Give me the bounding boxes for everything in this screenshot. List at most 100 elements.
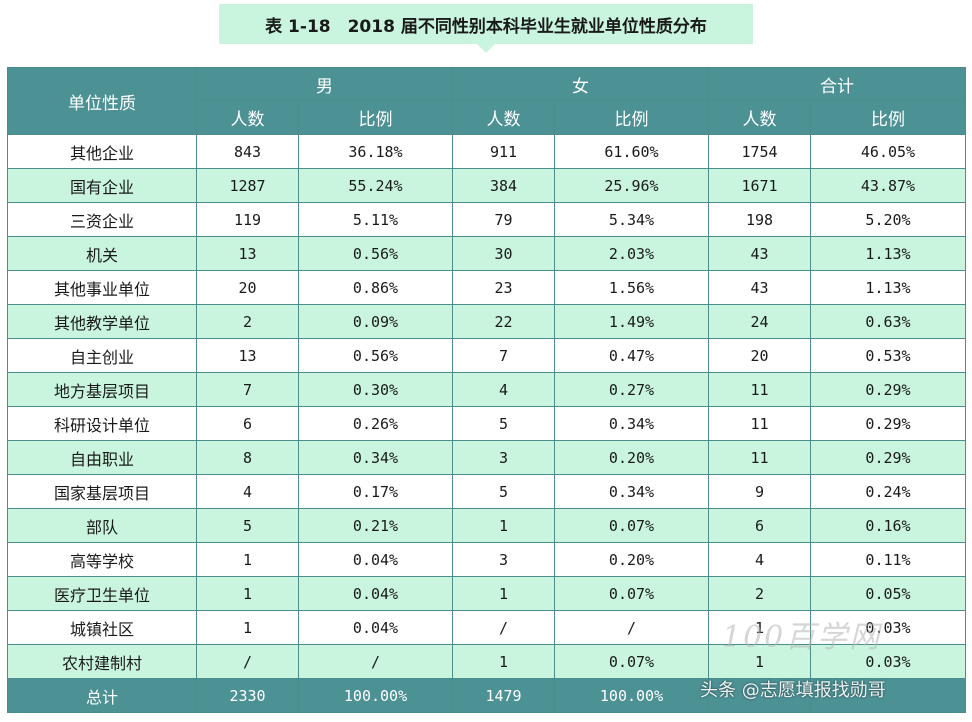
cell-total-ratio: 0.29%: [810, 372, 966, 407]
cell-total-count: 43: [708, 270, 811, 305]
cell-female-count: 1: [452, 508, 555, 543]
cell-total-count: 2: [708, 576, 811, 611]
employment-table: 单位性质 男 女 合计 人数 比例 人数 比例 人数 比例 其他企业 843 36.…: [7, 67, 966, 713]
header-group-total: 合计: [708, 67, 966, 101]
cell-male-ratio: 0.30%: [298, 372, 453, 407]
table-row: 其他事业单位 20 0.86% 23 1.56% 43 1.13%: [7, 270, 966, 305]
cell-female-count: 5: [452, 474, 555, 509]
cell-male-count: 1: [196, 542, 299, 577]
header-ratio: 比例: [554, 100, 709, 135]
cell-male-count: 2: [196, 304, 299, 339]
cell-female-ratio: 1.49%: [554, 304, 709, 339]
total-total-count: [708, 678, 811, 713]
cell-male-ratio: /: [298, 644, 453, 679]
cell-total-count: 11: [708, 440, 811, 475]
cell-unit-type: 部队: [7, 508, 197, 543]
cell-total-ratio: 0.03%: [810, 644, 966, 679]
header-category: 单位性质: [7, 67, 197, 135]
cell-female-ratio: 0.20%: [554, 542, 709, 577]
cell-total-ratio: 0.05%: [810, 576, 966, 611]
cell-total-count: 1: [708, 644, 811, 679]
cell-male-ratio: 0.26%: [298, 406, 453, 441]
cell-total-ratio: 46.05%: [810, 134, 966, 169]
cell-male-ratio: 0.21%: [298, 508, 453, 543]
cell-total-ratio: 5.20%: [810, 202, 966, 237]
header-count: 人数: [452, 100, 555, 135]
cell-female-ratio: 0.07%: [554, 644, 709, 679]
header-count: 人数: [708, 100, 811, 135]
table-row: 自主创业 13 0.56% 7 0.47% 20 0.53%: [7, 338, 966, 373]
total-female-ratio: 100.00%: [554, 678, 709, 713]
header-count: 人数: [196, 100, 299, 135]
cell-female-count: 7: [452, 338, 555, 373]
cell-female-count: /: [452, 610, 555, 645]
total-female-count: 1479: [452, 678, 555, 713]
cell-unit-type: 自由职业: [7, 440, 197, 475]
cell-female-ratio: 25.96%: [554, 168, 709, 203]
cell-male-count: 1: [196, 610, 299, 645]
cell-unit-type: 城镇社区: [7, 610, 197, 645]
total-row: 总计 2330 100.00% 1479 100.00%: [7, 678, 966, 713]
cell-female-ratio: 0.07%: [554, 576, 709, 611]
table-row: 自由职业 8 0.34% 3 0.20% 11 0.29%: [7, 440, 966, 475]
cell-unit-type: 国家基层项目: [7, 474, 197, 509]
total-total-ratio: [810, 678, 966, 713]
cell-female-ratio: 5.34%: [554, 202, 709, 237]
title-pointer: [477, 44, 495, 53]
cell-total-count: 24: [708, 304, 811, 339]
cell-male-ratio: 0.56%: [298, 338, 453, 373]
total-male-count: 2330: [196, 678, 299, 713]
cell-female-count: 4: [452, 372, 555, 407]
cell-male-count: 6: [196, 406, 299, 441]
cell-male-ratio: 5.11%: [298, 202, 453, 237]
cell-male-count: 8: [196, 440, 299, 475]
header-group-male: 男: [196, 67, 453, 101]
cell-male-ratio: 0.09%: [298, 304, 453, 339]
header-group-female: 女: [452, 67, 709, 101]
total-label: 总计: [7, 678, 197, 713]
cell-male-ratio: 0.56%: [298, 236, 453, 271]
cell-unit-type: 自主创业: [7, 338, 197, 373]
cell-total-ratio: 43.87%: [810, 168, 966, 203]
cell-total-ratio: 0.03%: [810, 610, 966, 645]
cell-male-count: 7: [196, 372, 299, 407]
total-male-ratio: 100.00%: [298, 678, 453, 713]
cell-female-count: 3: [452, 542, 555, 577]
cell-female-count: 23: [452, 270, 555, 305]
cell-total-ratio: 0.16%: [810, 508, 966, 543]
cell-female-ratio: 0.34%: [554, 406, 709, 441]
cell-female-ratio: /: [554, 610, 709, 645]
cell-total-ratio: 0.11%: [810, 542, 966, 577]
cell-total-ratio: 0.24%: [810, 474, 966, 509]
cell-male-ratio: 0.86%: [298, 270, 453, 305]
cell-total-ratio: 0.63%: [810, 304, 966, 339]
cell-total-count: 11: [708, 372, 811, 407]
cell-unit-type: 地方基层项目: [7, 372, 197, 407]
table-row: 三资企业 119 5.11% 79 5.34% 198 5.20%: [7, 202, 966, 237]
cell-total-count: 198: [708, 202, 811, 237]
cell-unit-type: 机关: [7, 236, 197, 271]
table-row: 高等学校 1 0.04% 3 0.20% 4 0.11%: [7, 542, 966, 577]
table-body: 其他企业 843 36.18% 911 61.60% 1754 46.05% 国有企业 1287…: [7, 134, 966, 679]
cell-male-ratio: 0.17%: [298, 474, 453, 509]
cell-total-ratio: 0.53%: [810, 338, 966, 373]
cell-total-ratio: 1.13%: [810, 236, 966, 271]
table-row: 部队 5 0.21% 1 0.07% 6 0.16%: [7, 508, 966, 543]
cell-total-ratio: 0.29%: [810, 406, 966, 441]
cell-female-ratio: 0.07%: [554, 508, 709, 543]
table-row: 城镇社区 1 0.04% //1 0.03%: [7, 610, 966, 645]
cell-unit-type: 其他教学单位: [7, 304, 197, 339]
cell-male-count: /: [196, 644, 299, 679]
cell-total-count: 9: [708, 474, 811, 509]
cell-unit-type: 高等学校: [7, 542, 197, 577]
cell-male-count: 4: [196, 474, 299, 509]
cell-female-count: 384: [452, 168, 555, 203]
cell-female-count: 22: [452, 304, 555, 339]
cell-female-ratio: 0.47%: [554, 338, 709, 373]
cell-female-ratio: 0.20%: [554, 440, 709, 475]
table-row: 地方基层项目 7 0.30% 4 0.27% 11 0.29%: [7, 372, 966, 407]
cell-male-ratio: 0.34%: [298, 440, 453, 475]
cell-male-count: 1: [196, 576, 299, 611]
table-row: 国有企业 1287 55.24% 384 25.96% 1671 43.87%: [7, 168, 966, 203]
cell-unit-type: 其他企业: [7, 134, 197, 169]
